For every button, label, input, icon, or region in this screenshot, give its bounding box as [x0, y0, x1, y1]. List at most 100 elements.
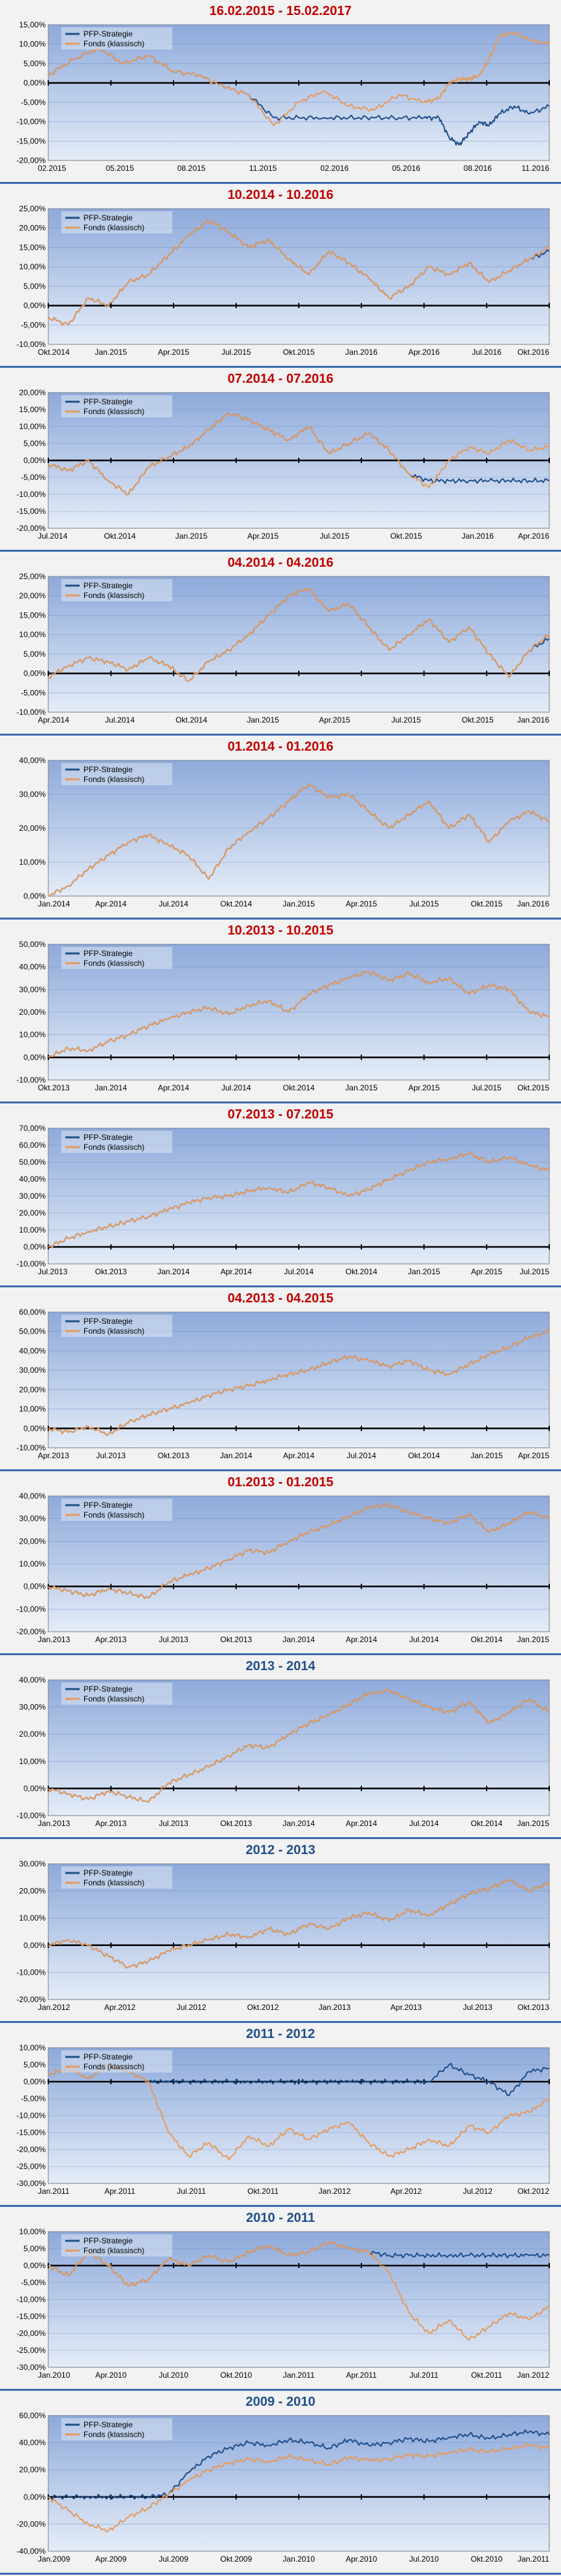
chart-svg: 40,00% 30,00% 20,00% 10,00% 0,00%Jan.2014 Apr…	[19, 756, 550, 908]
chart-svg: 30,00%20,00%10,00%0,00%-10,00%-20,00%Jan…	[16, 1859, 550, 2012]
chart-title: 2011 - 2012	[246, 2027, 315, 2041]
y-tick-label: 20,00%	[19, 224, 46, 233]
legend-label-fonds-klassisch: Fonds (klassisch)	[83, 39, 144, 48]
x-tick-label: Apr.2013	[95, 1635, 127, 1644]
y-tick-label: -10,00%	[16, 117, 46, 127]
chart-svg: 10,00% 5,00% 0,00% -5,00% -10,00% -15,00% -20,…	[16, 2043, 550, 2196]
legend-label-pfp-strategie: PFP-Strategie	[83, 1685, 133, 1694]
chart-panel: 60,00% 40,00% 20,00% 0,00% -20,00% -40,00% Jan…	[0, 2391, 561, 2575]
legend-label-pfp-strategie: PFP-Strategie	[83, 581, 133, 590]
x-tick-label: Jan.2016	[345, 348, 378, 357]
y-tick-label: -30,00%	[16, 2363, 46, 2372]
legend-label-fonds-klassisch: Fonds (klassisch)	[83, 223, 144, 232]
legend-label-fonds-klassisch: Fonds (klassisch)	[83, 1143, 144, 1152]
chart-svg: 50,00% 40,00% 30,00% 20,00% 10,00% 0,00% -10,0…	[16, 940, 550, 1092]
chart-svg: 15,00% 10,00% 5,00% 0,00% -5,00% -10,00% -15,0…	[16, 20, 550, 173]
x-tick-label: Okt.2013	[38, 1083, 70, 1092]
legend-box	[61, 579, 172, 601]
x-tick-label: Okt.2013	[158, 1451, 190, 1460]
x-tick-label: Okt.2009	[220, 2554, 252, 2564]
y-tick-label: 40,00%	[19, 1175, 46, 1184]
x-tick-label: Okt.2011	[247, 2187, 279, 2196]
y-tick-label: 20,00%	[19, 824, 46, 833]
y-tick-label: 0,00%	[23, 669, 46, 678]
x-tick-label: Jan.2014	[38, 899, 70, 908]
y-tick-label: 0,00%	[23, 2493, 46, 2502]
legend-box	[61, 947, 172, 969]
x-tick-label: Okt.2013	[220, 1635, 252, 1644]
series-line-fonds-klassisch	[48, 1879, 550, 1969]
x-tick-label: Apr.2013	[38, 1451, 69, 1460]
x-tick-label: Jul.2012	[463, 2187, 493, 2196]
series-line-pfp-strategie	[48, 2429, 550, 2500]
x-tick-label: Okt.2012	[517, 2187, 549, 2196]
y-tick-label: 25,00%	[19, 572, 46, 581]
legend-label-pfp-strategie: PFP-Strategie	[83, 1133, 133, 1142]
y-tick-label: -5,00%	[21, 688, 46, 697]
legend-box	[61, 763, 172, 785]
x-tick-label: Jul.2012	[177, 2003, 207, 2012]
y-tick-label: 0,00%	[23, 891, 46, 901]
legend-label-pfp-strategie: PFP-Strategie	[83, 29, 133, 38]
x-tick-label: Jul.2015	[520, 1267, 550, 1276]
x-tick-label: Okt.2013	[517, 2003, 549, 2012]
y-tick-label: -20,00%	[16, 156, 46, 165]
chart-title: 10.2013 - 10.2015	[227, 923, 334, 938]
x-tick-label: Jul.2010	[159, 2371, 189, 2380]
y-tick-label: 10,00%	[19, 858, 46, 867]
x-tick-label: Jul.2013	[96, 1451, 126, 1460]
y-tick-label: 40,00%	[19, 2438, 46, 2448]
y-tick-label: -5,00%	[21, 473, 46, 482]
x-tick-label: Jan.2014	[95, 1083, 127, 1092]
y-tick-label: -10,00%	[16, 1443, 46, 1452]
chart-title: 2012 - 2013	[245, 1843, 316, 1857]
y-tick-label: 10,00%	[19, 1913, 46, 1923]
chart-title: 01.2014 - 01.2016	[227, 740, 334, 754]
chart-panel: 50,00% 40,00% 30,00% 20,00% 10,00% 0,00% -10,0…	[0, 920, 561, 1103]
x-tick-label: Jan.2011	[283, 2371, 315, 2380]
y-tick-label: 0,00%	[23, 1053, 46, 1062]
x-tick-label: Jan.2014	[157, 1267, 190, 1276]
x-tick-label: 02.2015	[38, 164, 67, 173]
legend-label-pfp-strategie: PFP-Strategie	[83, 1501, 133, 1510]
chart-svg: 25,00% 20,00% 15,00% 10,00% 5,00% 0,00% -5,00%…	[16, 204, 550, 357]
chart-svg: 70,00% 60,00% 50,00% 40,00% 30,00% 20,00% 10,0…	[16, 1124, 550, 1276]
x-tick-label: Jul.2014	[38, 532, 68, 541]
x-tick-label: Okt.2015	[471, 899, 503, 908]
y-tick-label: 30,00%	[19, 1514, 46, 1523]
y-tick-label: 0,00%	[23, 1242, 46, 1251]
x-tick-label: Jul.2014	[105, 715, 135, 725]
legend-box	[61, 2234, 172, 2256]
x-tick-label: Apr.2015	[158, 348, 189, 357]
x-tick-label: 11.2016	[522, 164, 550, 173]
x-tick-label: Jul.2015	[391, 715, 421, 725]
y-tick-label: -15,00%	[16, 2128, 46, 2137]
y-tick-label: 10,00%	[19, 630, 46, 639]
x-tick-label: Jan.2015	[95, 348, 127, 357]
x-tick-label: Jan.2016	[517, 715, 550, 725]
y-tick-label: -40,00%	[16, 2547, 46, 2556]
y-tick-label: 15,00%	[19, 243, 46, 252]
legend-box	[61, 1315, 172, 1337]
chart-svg: 40,00%30,00%20,00%10,00%0,00%-10,00%Jan.…	[16, 1675, 550, 1828]
legend-label-fonds-klassisch: Fonds (klassisch)	[83, 1326, 144, 1336]
y-tick-label: -10,00%	[16, 1259, 46, 1268]
y-tick-label: 40,00%	[19, 1346, 46, 1355]
chart-panel: 20,00% 15,00% 10,00% 5,00% 0,00% -5,00% -10,00…	[0, 368, 561, 552]
x-tick-label: Jul.2014	[409, 1819, 439, 1828]
y-tick-label: -5,00%	[21, 320, 46, 329]
chart-title: 2010 - 2011	[246, 2211, 315, 2225]
y-tick-label: -5,00%	[21, 2278, 46, 2287]
y-tick-label: 0,00%	[23, 1784, 46, 1793]
chart-title: 01.2013 - 01.2015	[227, 1475, 334, 1490]
legend-box	[61, 1499, 172, 1521]
y-tick-label: 0,00%	[23, 2261, 46, 2270]
x-tick-label: Jan.2015	[345, 1083, 378, 1092]
y-tick-label: -5,00%	[21, 2094, 46, 2103]
y-tick-label: -10,00%	[16, 1811, 46, 1820]
x-tick-label: Jan.2016	[517, 899, 550, 908]
y-tick-label: 20,00%	[19, 1887, 46, 1896]
y-tick-label: -20,00%	[16, 524, 46, 533]
x-tick-label: Apr.2016	[518, 532, 549, 541]
x-tick-label: Jul.2011	[410, 2371, 439, 2380]
